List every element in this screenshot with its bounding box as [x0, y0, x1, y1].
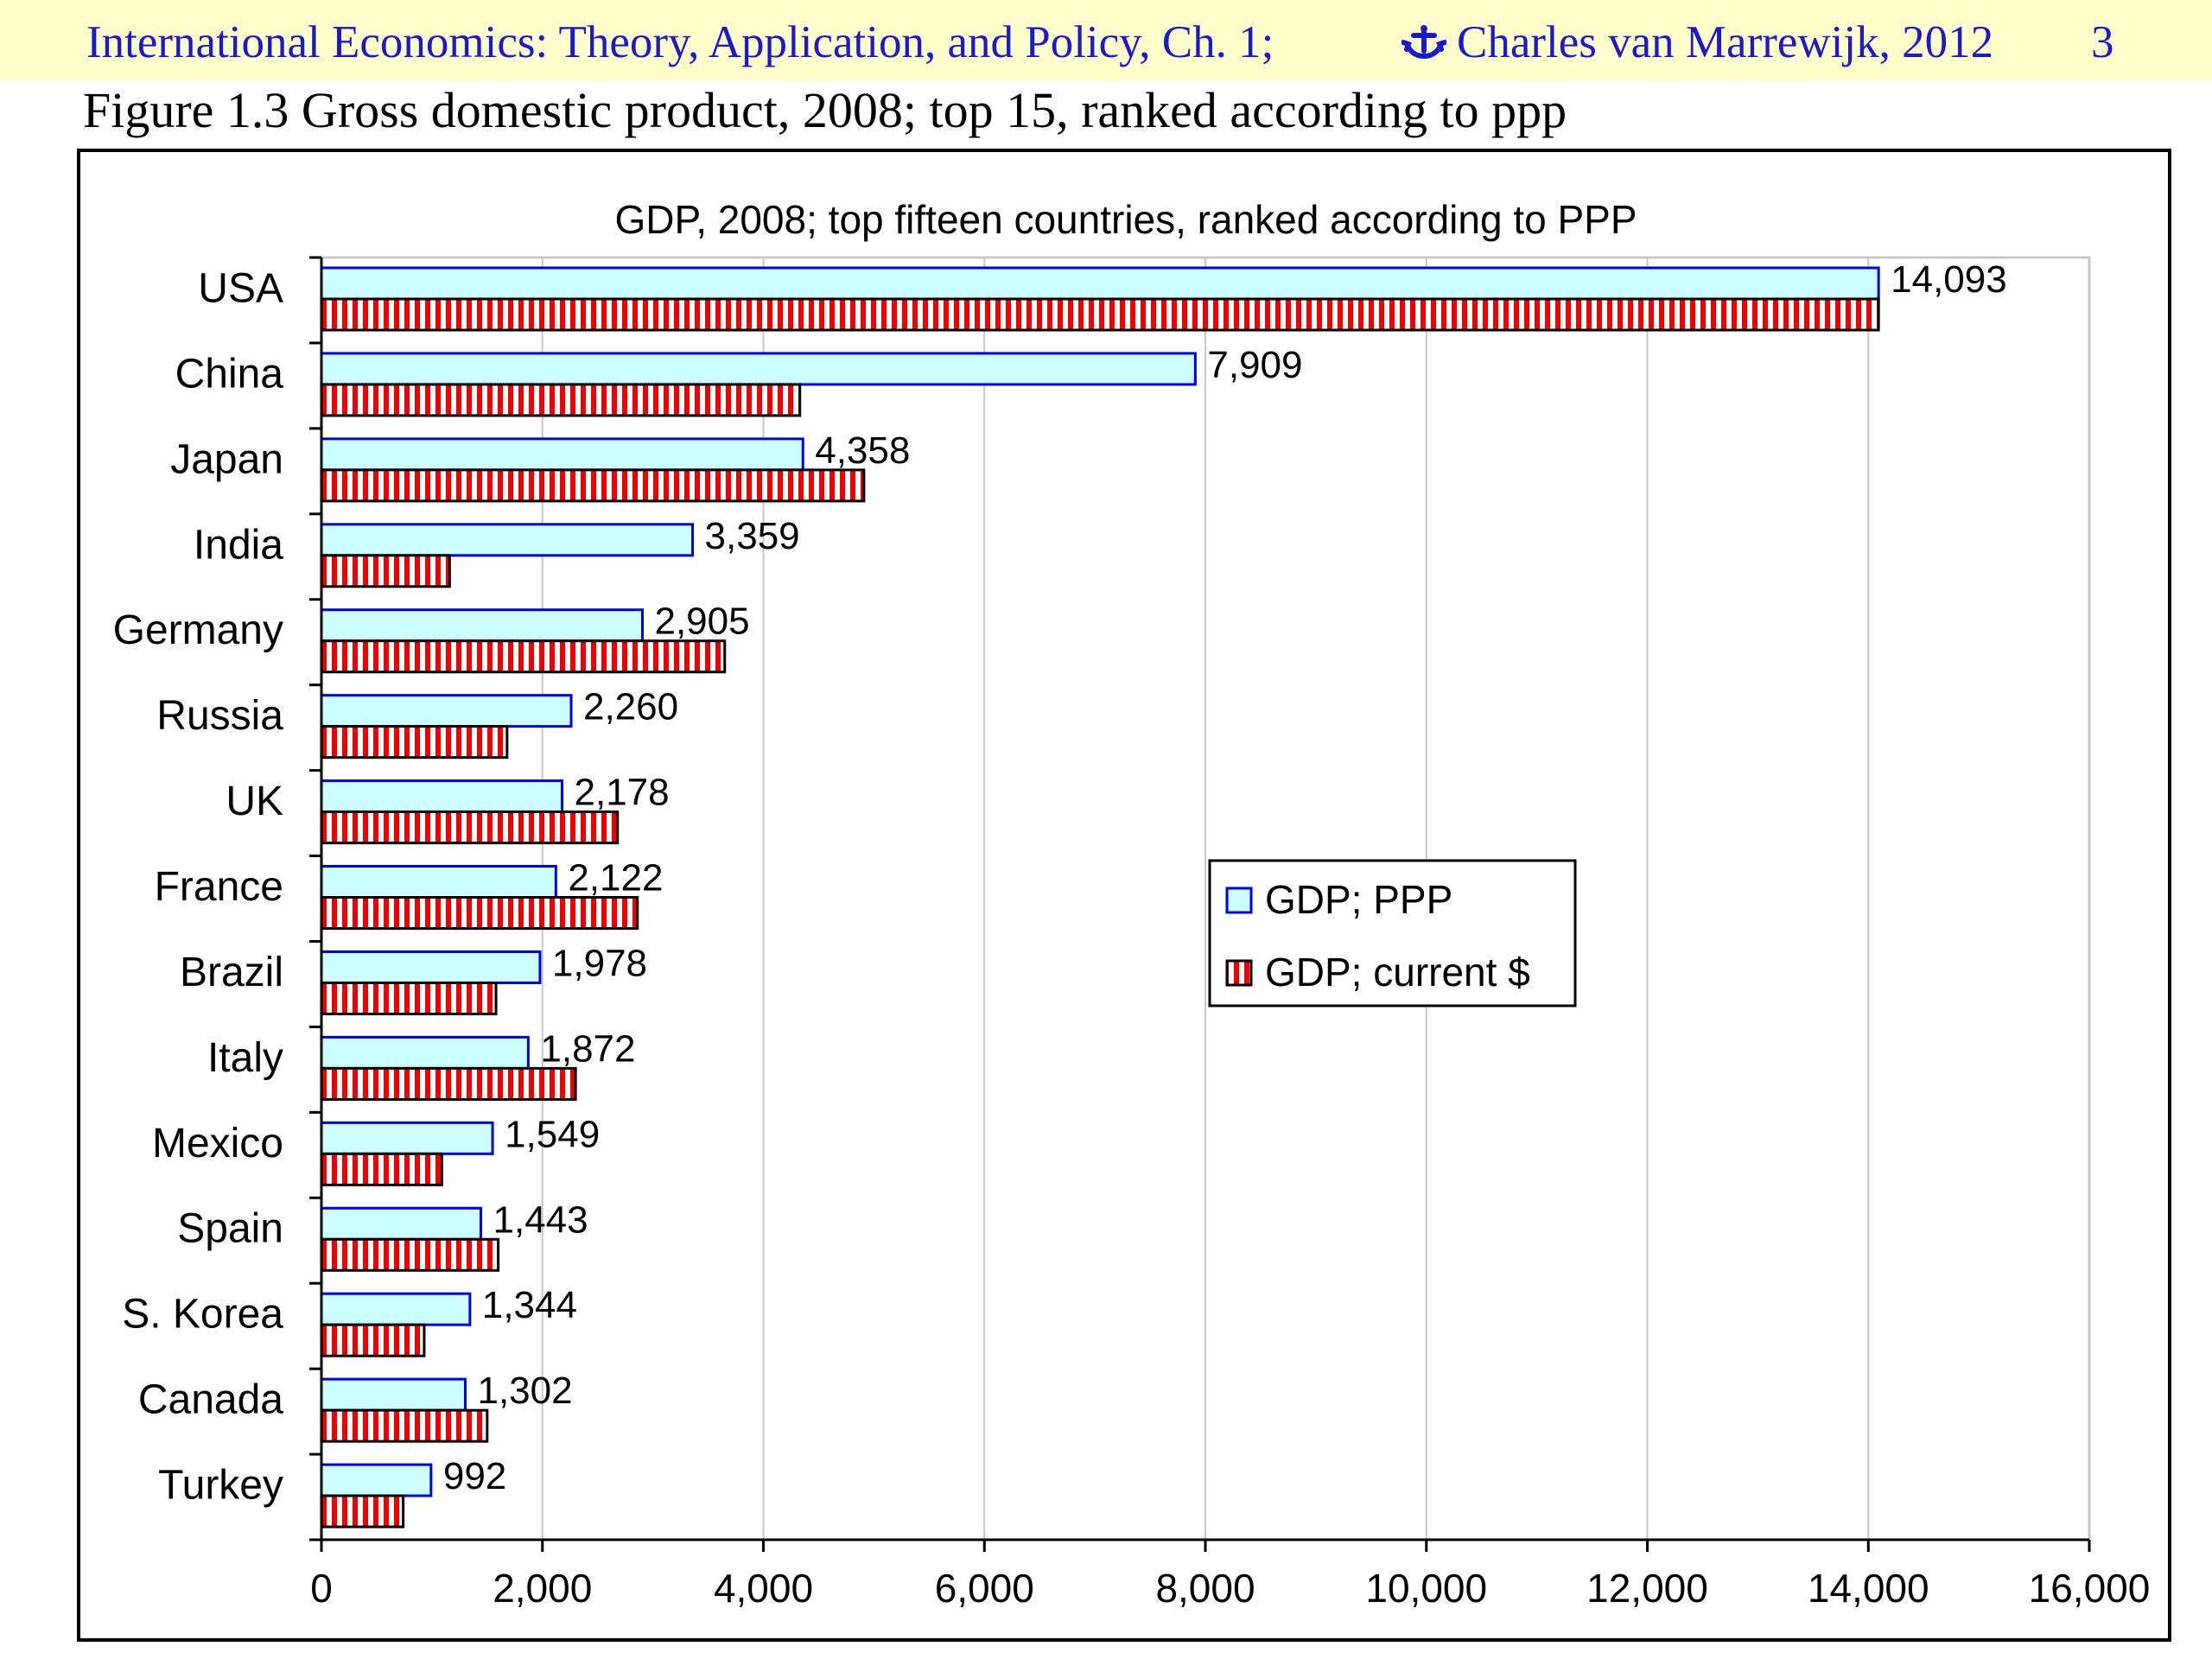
- value-label-ppp: 7,909: [1207, 344, 1302, 386]
- bar-ppp: [320, 1377, 467, 1412]
- figure-caption: Figure 1.3 Gross domestic product, 2008;…: [83, 82, 1567, 138]
- x-tick-label: 8,000: [1155, 1566, 1255, 1611]
- bar-ppp: [320, 694, 573, 728]
- value-label-ppp: 1,302: [477, 1370, 572, 1412]
- bar-current: [320, 1066, 577, 1101]
- bar-ppp: [320, 523, 695, 557]
- chart-frame: [77, 149, 2171, 1642]
- bar-ppp: [320, 950, 542, 984]
- category-label: Canada: [138, 1377, 283, 1423]
- axes: 0 2,000 4,000 6,000 8,000 10,000 12,000 14,000 1…: [113, 256, 2151, 1611]
- bar-ppp: [320, 1292, 472, 1326]
- bar-ppp: [320, 1463, 433, 1497]
- x-tick-label: 10,000: [1365, 1566, 1487, 1611]
- category-label: Japan: [170, 436, 283, 482]
- legend: GDP; PPP GDP; current $: [1208, 859, 1577, 1007]
- header-author: Charles van Marrewijk, 2012: [1402, 12, 1993, 73]
- bar-current: [320, 468, 866, 503]
- value-label-ppp: 2,178: [575, 772, 670, 814]
- bar-current: [320, 383, 802, 417]
- bar-ppp: [320, 437, 804, 472]
- header-bar: [0, 0, 2212, 81]
- header-title: International Economics: Theory, Applica…: [86, 17, 1274, 67]
- bar-current: [320, 1408, 489, 1443]
- value-label-ppp: 4,358: [815, 429, 910, 472]
- bar-ppp: [320, 266, 1880, 301]
- legend-swatch-current: [1225, 959, 1253, 987]
- bar-current: [320, 981, 498, 1015]
- bar-current: [320, 810, 620, 845]
- bar-current: [320, 1323, 426, 1357]
- bar-current: [320, 725, 509, 760]
- anchor-icon: [1402, 25, 1446, 60]
- bar-ppp: [320, 608, 644, 643]
- bar-ppp: [320, 865, 557, 899]
- bar-current: [320, 1237, 500, 1272]
- value-label-ppp: 992: [443, 1455, 506, 1497]
- bar-ppp: [320, 1035, 530, 1070]
- value-label-ppp: 2,260: [583, 686, 678, 728]
- bar-current: [320, 297, 1880, 332]
- category-label: Russia: [156, 693, 283, 739]
- bar-ppp: [320, 1121, 494, 1155]
- value-label-ppp: 2,122: [568, 857, 663, 899]
- bar-ppp: [320, 352, 1197, 386]
- value-label-ppp: 1,344: [482, 1284, 577, 1326]
- value-label-ppp: 2,905: [654, 601, 749, 643]
- bar-current: [320, 896, 639, 931]
- x-tick-label: 12,000: [1586, 1566, 1708, 1611]
- x-tick-label: 16,000: [2029, 1566, 2151, 1611]
- bar-current: [320, 639, 727, 674]
- category-label: India: [194, 522, 283, 568]
- category-label: Germany: [113, 607, 283, 653]
- x-tick-label: 0: [310, 1566, 333, 1611]
- x-tick-label: 4,000: [714, 1566, 813, 1611]
- bar-current: [320, 554, 451, 588]
- category-label: Mexico: [152, 1121, 283, 1166]
- page-number: 3: [2091, 17, 2114, 67]
- category-label: Brazil: [180, 950, 283, 995]
- x-tick-label: 14,000: [1808, 1566, 1929, 1611]
- category-label: Turkey: [158, 1463, 283, 1509]
- bar-current: [320, 1494, 405, 1529]
- value-label-ppp: 1,978: [552, 942, 647, 984]
- bar-ppp: [320, 779, 564, 814]
- value-label-ppp: 1,549: [505, 1113, 600, 1155]
- value-label-ppp: 14,093: [1891, 258, 2007, 301]
- legend-swatch-ppp: [1225, 887, 1253, 914]
- category-label: France: [155, 864, 283, 910]
- legend-label-ppp: GDP; PPP: [1265, 877, 1452, 922]
- x-tick-label: 2,000: [493, 1566, 592, 1611]
- category-label: S. Korea: [122, 1292, 283, 1338]
- legend-label-current: GDP; current $: [1265, 950, 1530, 995]
- bars-group: 14,093 7,909 4,358 3,359 2,905 2,260 2,178 2,12…: [320, 258, 2007, 1529]
- legend-box: [1208, 859, 1577, 1007]
- category-label: Spain: [177, 1206, 283, 1252]
- value-label-ppp: 3,359: [705, 515, 800, 557]
- chart-title: GDP, 2008; top fifteen countries, ranked…: [614, 197, 1637, 242]
- category-label: Italy: [207, 1035, 283, 1081]
- bar-current: [320, 1152, 443, 1186]
- value-label-ppp: 1,443: [493, 1198, 588, 1241]
- value-label-ppp: 1,872: [540, 1027, 635, 1070]
- x-tick-label: 6,000: [935, 1566, 1034, 1611]
- category-label: USA: [198, 265, 283, 311]
- category-label: UK: [226, 779, 283, 824]
- author-text: Charles van Marrewijk, 2012: [1457, 17, 1994, 67]
- bar-ppp: [320, 1206, 483, 1241]
- category-label: China: [175, 351, 284, 397]
